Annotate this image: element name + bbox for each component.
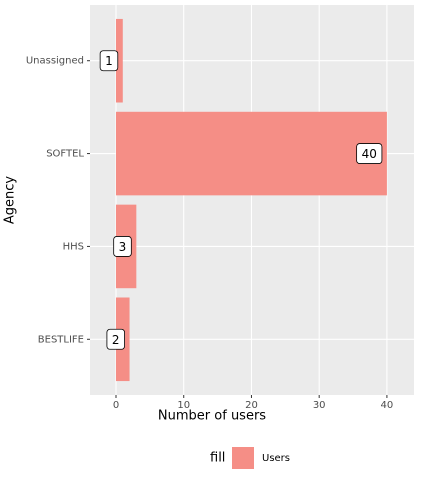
x-tick-label: 10 [177, 400, 190, 411]
x-axis-title: Number of users [158, 409, 266, 424]
y-tick-label: HHS [63, 241, 84, 252]
data-label: 3 [119, 240, 127, 254]
x-tick-label: 40 [381, 400, 394, 411]
x-tick-label: 30 [313, 400, 326, 411]
legend-title: fill [210, 451, 225, 466]
data-label-box [356, 143, 383, 164]
data-label: 2 [112, 333, 120, 347]
y-tick-label: BESTLIFE [38, 334, 84, 345]
y-tick-label: SOFTEL [46, 149, 84, 160]
data-label: 1 [105, 54, 113, 68]
legend-label: Users [262, 453, 290, 464]
legend-key [232, 447, 254, 469]
data-label-box [106, 328, 125, 350]
y-tick-label: Unassigned [26, 56, 84, 67]
y-axis-title: Agency [3, 176, 18, 225]
data-label: 40 [362, 147, 377, 161]
data-label-box [99, 50, 119, 72]
x-tick-label: 20 [245, 400, 258, 411]
x-tick-label: 0 [113, 400, 119, 411]
data-label-box [113, 236, 132, 257]
bar [116, 111, 387, 196]
bar [116, 18, 123, 103]
